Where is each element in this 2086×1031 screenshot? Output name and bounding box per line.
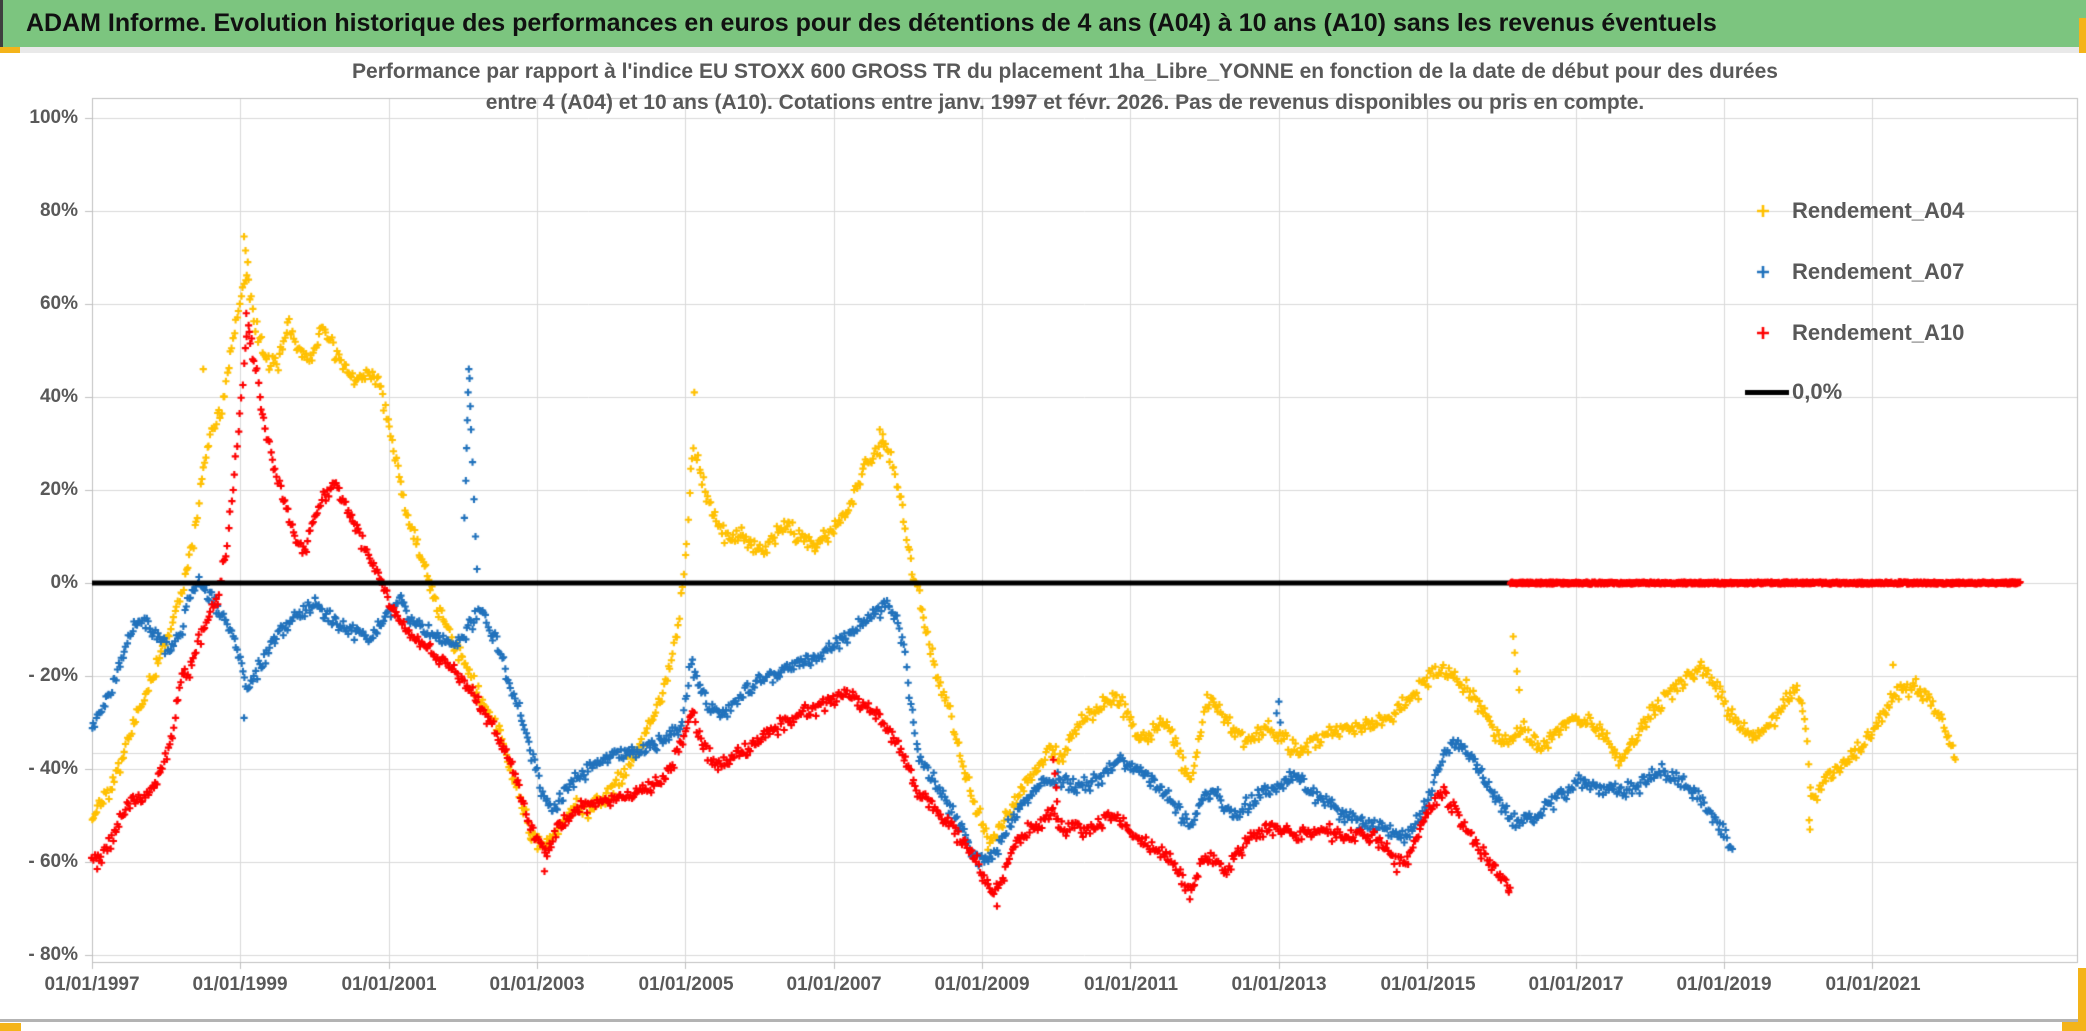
corner-accent-bottom-right-h — [2062, 1022, 2086, 1031]
y-tick-label: - 60% — [28, 851, 78, 872]
corner-accent-bottom-right-v — [2078, 968, 2086, 1031]
legend-label-a10: Rendement_A10 — [1792, 320, 1965, 345]
x-tick-label: 01/01/2019 — [1676, 974, 1772, 995]
y-tick-label: 20% — [39, 479, 78, 500]
corner-accent-top-right — [2079, 18, 2086, 53]
chart-subtitle-line1: Performance par rapport à l'indice EU ST… — [352, 60, 1778, 83]
x-tick-label: 01/01/2021 — [1825, 974, 1921, 995]
x-tick-label: 01/01/2013 — [1231, 974, 1327, 995]
y-tick-label: 40% — [39, 386, 78, 407]
x-tick-label: 01/01/1999 — [192, 974, 288, 995]
x-tick-label: 01/01/1997 — [44, 974, 140, 995]
x-tick-label: 01/01/2003 — [489, 974, 585, 995]
y-tick-label: - 80% — [28, 944, 78, 965]
y-tick-label: 80% — [39, 200, 78, 221]
x-tick-label: 01/01/2001 — [341, 974, 437, 995]
page-title: ADAM Informe. Evolution historique des p… — [26, 9, 1717, 37]
y-tick-label: 60% — [39, 293, 78, 314]
corner-accent-bottom-left — [0, 1023, 21, 1031]
x-tick-label: 01/01/2015 — [1380, 974, 1476, 995]
x-tick-label: 01/01/2005 — [638, 974, 734, 995]
x-tick-label: 01/01/2007 — [786, 974, 882, 995]
y-tick-label: - 40% — [28, 758, 78, 779]
legend-label-a07: Rendement_A07 — [1792, 259, 1965, 284]
y-tick-label: 0% — [50, 572, 78, 593]
window-title-bar: ADAM Informe. Evolution historique des p… — [0, 0, 2086, 47]
window-left-edge — [0, 0, 3, 53]
chart-subtitle-line2: entre 4 (A04) et 10 ans (A10). Cotations… — [485, 91, 1645, 114]
corner-accent-top-left — [0, 47, 20, 53]
x-tick-label: 01/01/2009 — [934, 974, 1030, 995]
y-tick-label: - 20% — [28, 665, 78, 686]
x-tick-label: 01/01/2011 — [1083, 974, 1179, 995]
y-tick-label: 100% — [29, 107, 78, 128]
x-tick-label: 01/01/2017 — [1528, 974, 1624, 995]
bottom-rule — [0, 1019, 2086, 1022]
legend-label-a04: Rendement_A04 — [1792, 198, 1965, 223]
header-divider — [0, 47, 2086, 53]
legend-label-zero: 0,0% — [1792, 379, 1843, 404]
